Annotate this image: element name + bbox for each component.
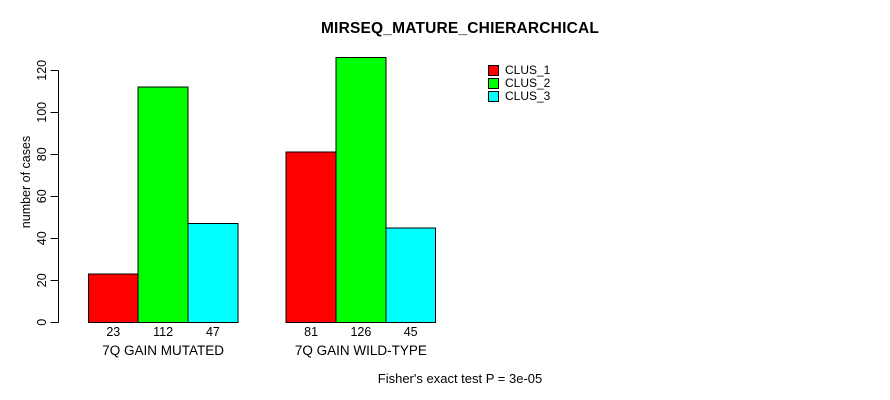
bar-value-label: 112 <box>153 325 173 339</box>
legend-label: CLUS_2 <box>505 76 551 90</box>
bar-value-label: 126 <box>350 325 371 339</box>
category-label: 7Q GAIN MUTATED <box>102 343 224 358</box>
chart-title: MIRSEQ_MATURE_CHIERARCHICAL <box>320 20 600 37</box>
legend-label: CLUS_1 <box>505 63 551 77</box>
legend: CLUS_1 CLUS_2 CLUS_3 <box>488 64 550 103</box>
legend-item: CLUS_2 <box>488 77 550 90</box>
y-tick-label: 20 <box>35 273 49 287</box>
bar-value-label: 45 <box>404 325 418 339</box>
legend-item: CLUS_1 <box>488 64 550 77</box>
bar-value-label: 23 <box>106 325 120 339</box>
bar-CLUS_2 <box>335 57 387 323</box>
bar-CLUS_1 <box>87 273 139 323</box>
bar-CLUS_3 <box>187 223 239 323</box>
y-tick-label: 80 <box>35 147 49 161</box>
bar-CLUS_3 <box>385 227 437 323</box>
y-tick-label: 0 <box>35 319 49 326</box>
legend-swatch-icon <box>488 78 499 89</box>
y-tick-label: 40 <box>35 231 49 245</box>
category-label: 7Q GAIN WILD-TYPE <box>295 343 427 358</box>
legend-swatch-icon <box>488 65 499 76</box>
y-tick-label: 100 <box>35 102 49 123</box>
bar-value-label: 81 <box>304 325 318 339</box>
bar-value-label: 47 <box>206 325 220 339</box>
legend-item: CLUS_3 <box>488 90 550 103</box>
bar-CLUS_1 <box>285 151 337 323</box>
legend-swatch-icon <box>488 91 499 102</box>
y-tick-label: 120 <box>35 60 49 81</box>
annotation-text: Fisher's exact test P = 3e-05 <box>377 371 543 386</box>
legend-label: CLUS_3 <box>505 89 551 103</box>
bar-CLUS_2 <box>137 86 189 323</box>
y-tick-label: 60 <box>35 189 49 203</box>
